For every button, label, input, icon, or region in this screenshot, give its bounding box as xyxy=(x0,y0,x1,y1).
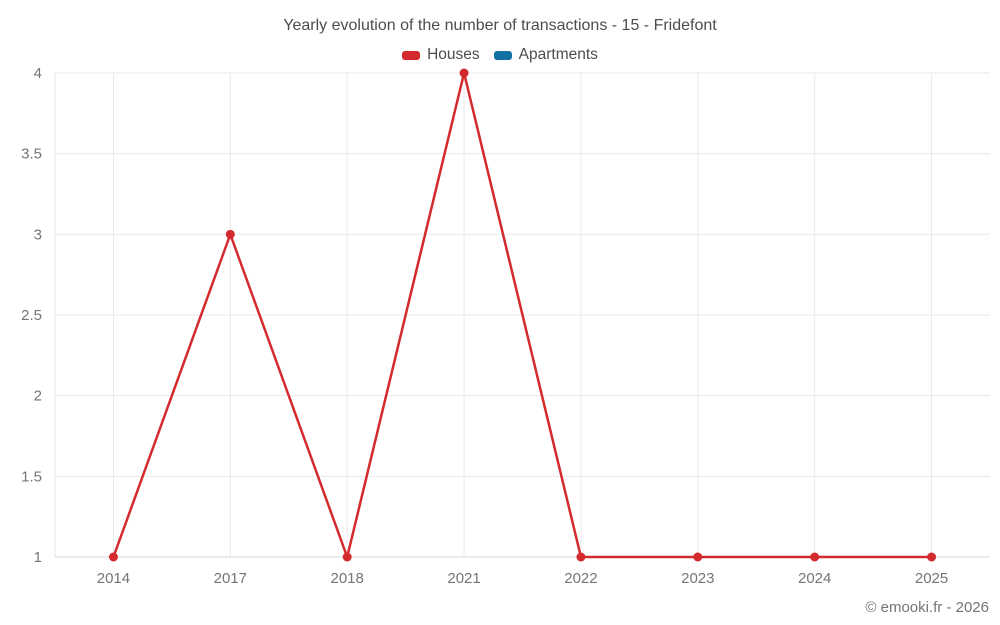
data-point-houses-2021[interactable] xyxy=(459,68,469,78)
data-point-houses-2025[interactable] xyxy=(927,552,937,562)
y-tick-label: 3.5 xyxy=(21,146,42,163)
legend-label-houses: Houses xyxy=(427,46,480,63)
data-point-houses-2017[interactable] xyxy=(225,229,235,239)
copyright: © emooki.fr - 2026 xyxy=(865,599,989,616)
x-tick-label: 2021 xyxy=(447,570,480,587)
y-tick-label: 2 xyxy=(34,388,42,405)
data-point-houses-2023[interactable] xyxy=(693,552,703,562)
x-tick-label: 2017 xyxy=(214,570,247,587)
x-tick-label: 2022 xyxy=(564,570,597,587)
data-point-houses-2018[interactable] xyxy=(342,552,352,562)
x-tick-label: 2024 xyxy=(798,570,831,587)
y-tick-label: 1.5 xyxy=(21,468,42,485)
legend-item-houses[interactable]: Houses xyxy=(402,46,480,64)
houses-swatch-icon xyxy=(402,50,421,60)
legend: Houses Apartments xyxy=(0,46,1000,64)
x-tick-label: 2025 xyxy=(915,570,948,587)
y-tick-label: 1 xyxy=(34,549,42,566)
y-tick-label: 3 xyxy=(34,226,42,243)
data-point-houses-2014[interactable] xyxy=(108,552,118,562)
data-point-houses-2024[interactable] xyxy=(810,552,820,562)
series-line-houses xyxy=(112,71,933,559)
y-tick-label: 4 xyxy=(34,65,42,82)
legend-item-apartments[interactable]: Apartments xyxy=(493,46,598,64)
legend-label-apartments: Apartments xyxy=(518,46,598,63)
x-tick-label: 2023 xyxy=(681,570,714,587)
data-point-houses-2022[interactable] xyxy=(576,552,586,562)
x-tick-label: 2018 xyxy=(331,570,364,587)
y-tick-label: 2.5 xyxy=(21,307,42,324)
apartments-swatch-icon xyxy=(493,50,512,60)
x-tick-label: 2014 xyxy=(97,570,130,587)
chart-title: Yearly evolution of the number of transa… xyxy=(283,17,717,34)
